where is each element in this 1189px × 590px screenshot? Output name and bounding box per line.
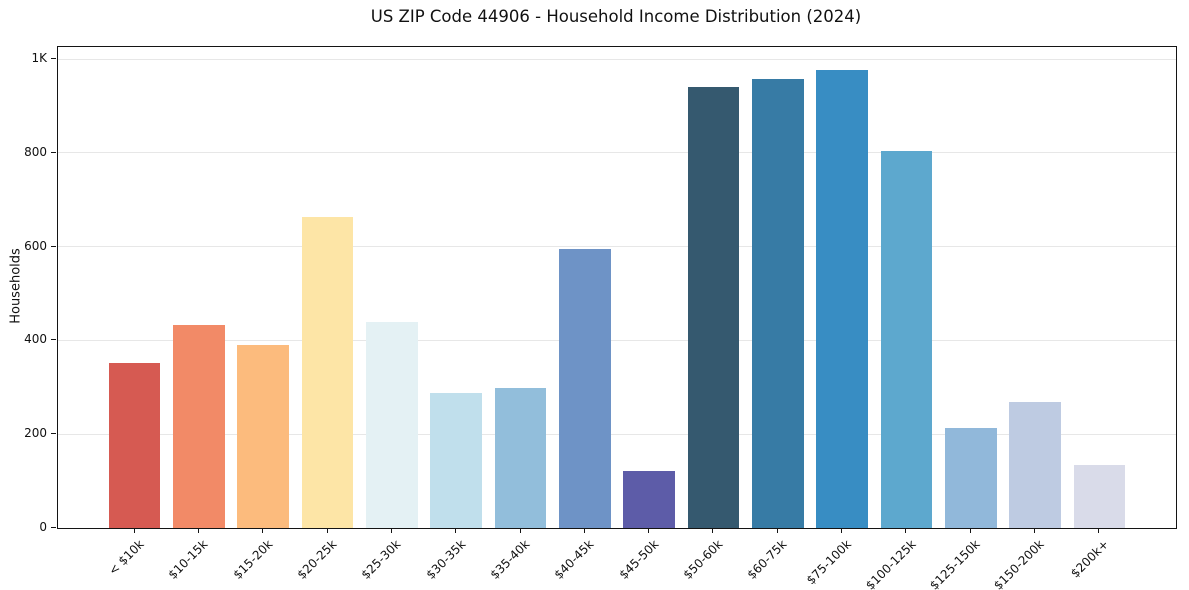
chart-title: US ZIP Code 44906 - Household Income Dis… (370, 7, 862, 26)
y-tick-mark (51, 245, 56, 247)
bar-$45-50k (623, 470, 675, 528)
y-tick-label: 600 (24, 238, 47, 253)
bar-$30-35k (430, 392, 482, 528)
bar-$75-100k (816, 69, 868, 528)
x-tick-mark (133, 528, 135, 533)
y-axis-label: Households (8, 248, 24, 324)
bar-$100-125k (880, 150, 933, 528)
y-tick-label: 0 (39, 520, 47, 534)
bar-$50-60k (687, 87, 740, 528)
y-tick-mark (51, 433, 56, 435)
x-tick-label: < $10k (105, 537, 147, 578)
bar-$200k+ (1073, 464, 1126, 528)
y-tick-mark (51, 151, 56, 153)
x-tick-label: $20-25k (294, 537, 340, 582)
plot-area (57, 46, 1177, 529)
y-tick-label: 200 (24, 426, 47, 441)
x-tick-label: $10-15k (165, 537, 211, 582)
x-tick-mark (712, 528, 714, 533)
x-tick-label: $125-150k (927, 537, 983, 590)
bar-$60-75k (752, 79, 804, 528)
x-tick-mark (519, 528, 521, 533)
x-tick-mark (841, 528, 843, 533)
y-tick-label: 1K (31, 51, 47, 66)
y-tick-label: 800 (24, 144, 47, 159)
x-tick-mark (262, 528, 264, 533)
bar-$25-30k (366, 322, 418, 528)
x-tick-mark (390, 528, 392, 533)
x-tick-label: $60-75k (744, 537, 790, 582)
bar-< $10k (108, 363, 161, 528)
y-tick-mark (51, 527, 56, 528)
x-tick-label: $45-50k (616, 537, 662, 582)
x-tick-mark (776, 528, 778, 533)
y-tick-label: 400 (24, 332, 47, 347)
x-tick-mark (1098, 528, 1100, 533)
x-tick-label: $150-200k (991, 537, 1048, 590)
bar-$10-15k (173, 324, 225, 528)
gridline-y-1K (58, 58, 1176, 60)
bar-$20-25k (301, 217, 354, 528)
gridline-y-600 (58, 246, 1176, 248)
x-tick-label: $35-40k (487, 537, 533, 582)
bar-$15-20k (237, 344, 289, 528)
bar-$125-150k (945, 427, 997, 528)
x-tick-mark (326, 528, 328, 533)
y-tick-mark (51, 339, 56, 341)
x-tick-label: $200k+ (1067, 537, 1112, 581)
x-tick-label: $50-60k (680, 537, 726, 582)
x-tick-mark (197, 528, 199, 533)
x-tick-label: $25-30k (358, 537, 404, 582)
gridline-y-400 (58, 339, 1176, 341)
x-tick-label: $75-100k (803, 537, 855, 588)
x-tick-mark (583, 528, 585, 533)
y-tick-mark (51, 58, 56, 60)
x-tick-mark (905, 528, 907, 533)
bar-$150-200k (1009, 401, 1061, 528)
x-tick-mark (455, 528, 457, 533)
x-tick-label: $100-125k (862, 537, 919, 590)
x-tick-label: $15-20k (230, 537, 276, 582)
gridline-y-200 (58, 433, 1176, 435)
gridline-y-800 (58, 152, 1176, 154)
x-tick-label: $40-45k (551, 537, 597, 582)
bar-$35-40k (494, 387, 547, 528)
x-tick-mark (648, 528, 650, 533)
bar-$40-45k (559, 248, 611, 528)
x-tick-mark (1034, 528, 1036, 533)
x-tick-label: $30-35k (423, 537, 469, 582)
x-tick-mark (969, 528, 971, 533)
